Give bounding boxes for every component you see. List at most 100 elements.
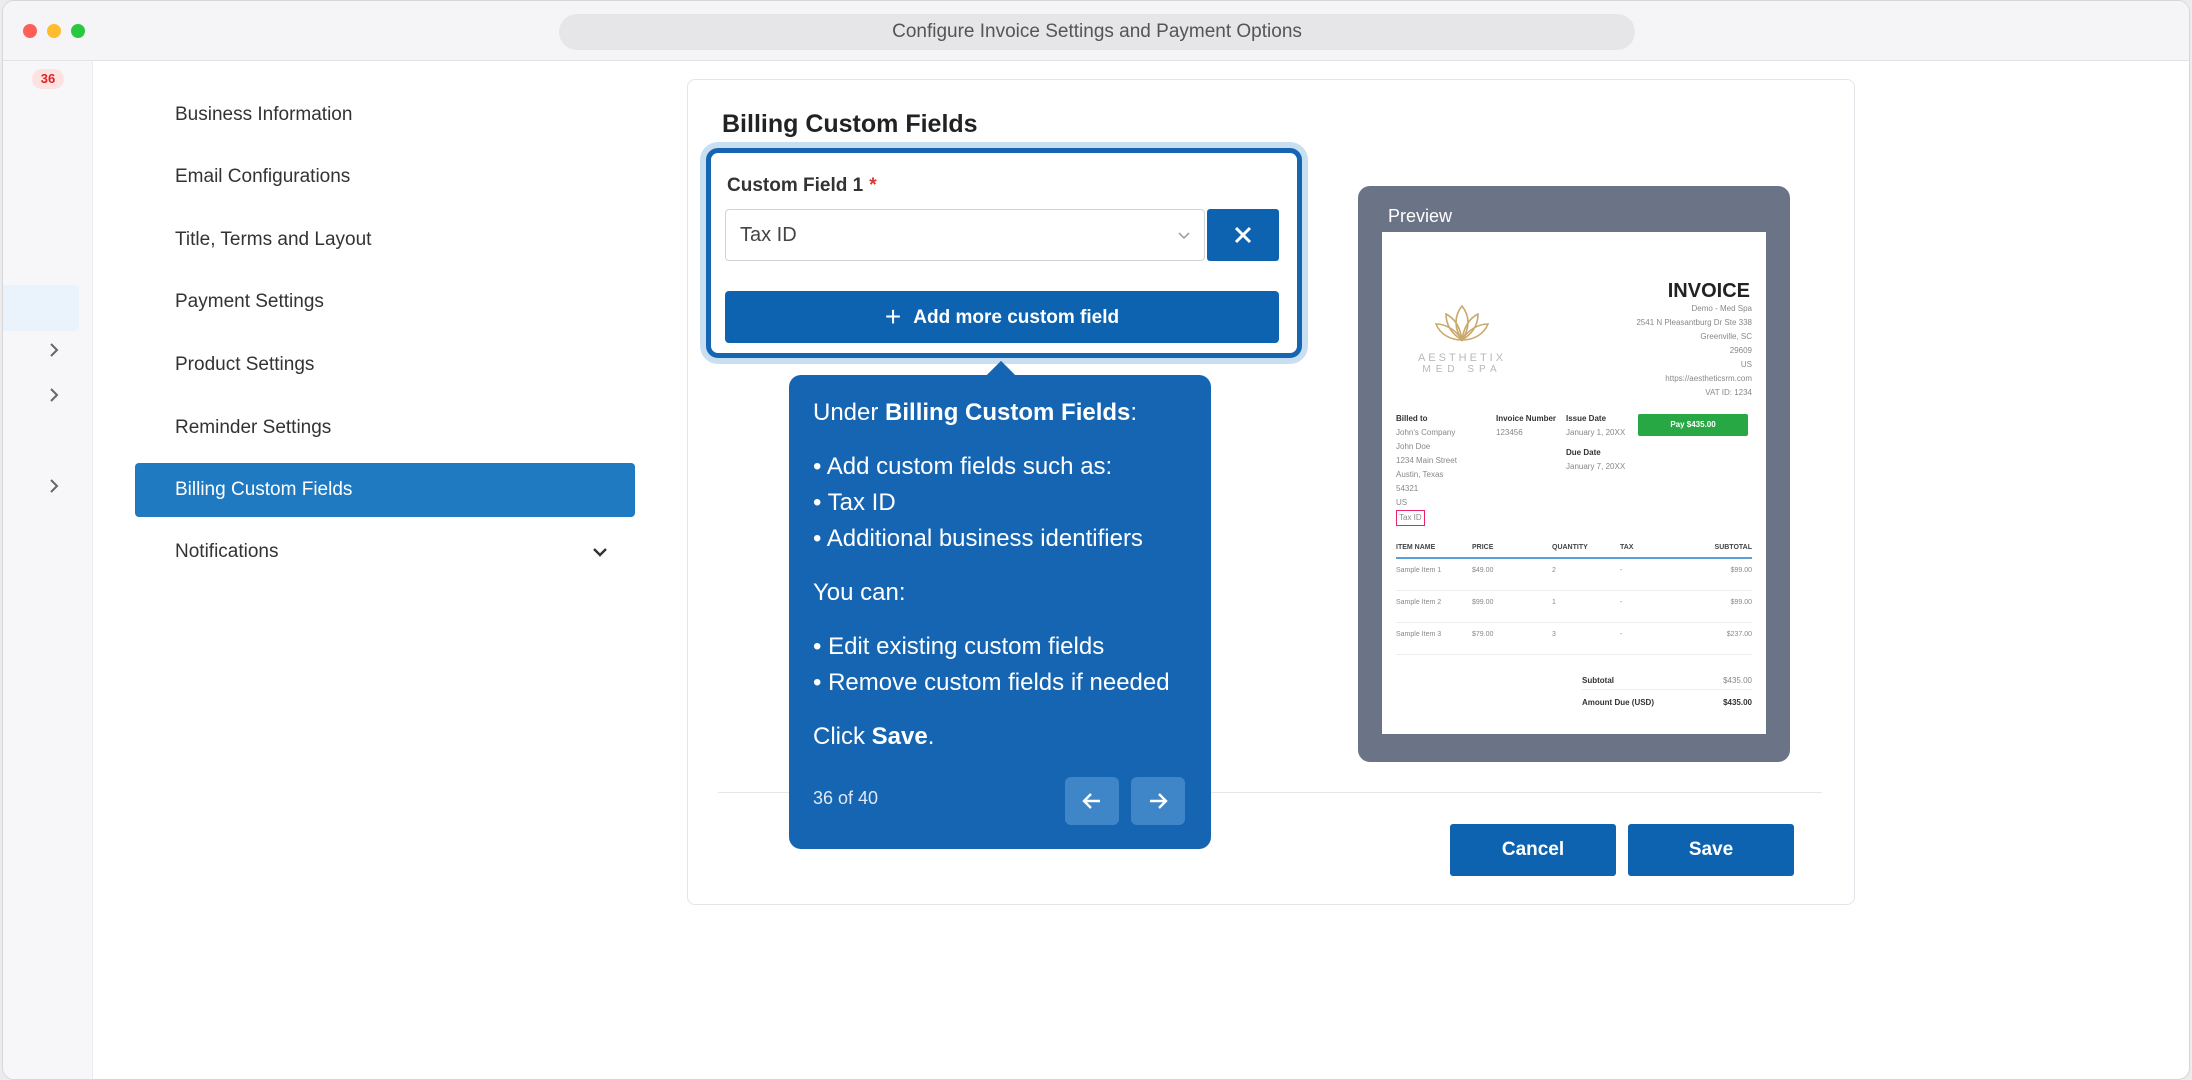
tooltip-text: You can: — [813, 579, 906, 606]
rail-active-item[interactable] — [3, 285, 79, 331]
cancel-button[interactable]: Cancel — [1450, 824, 1616, 876]
address-line: US — [1740, 360, 1752, 369]
chevron-down-icon — [1178, 232, 1190, 240]
add-custom-field-button[interactable]: + Add more custom field — [725, 291, 1279, 343]
billed-line: 54321 — [1396, 484, 1419, 493]
billed-line: 1234 Main Street — [1396, 456, 1457, 465]
due-date-value: January 7, 20XX — [1566, 462, 1626, 471]
nav-item-business-information[interactable]: Business Information — [135, 88, 635, 142]
billed-to-label: Billed to — [1396, 414, 1428, 423]
invoice-title: INVOICE — [1667, 280, 1750, 302]
column-header: PRICE — [1472, 544, 1494, 551]
icon-rail: 36 — [3, 61, 93, 1079]
chevron-right-icon[interactable] — [45, 477, 63, 495]
column-header: SUBTOTAL — [1714, 544, 1752, 551]
chevron-down-icon[interactable] — [591, 543, 609, 561]
table-cell: - — [1620, 631, 1623, 638]
window-title: Configure Invoice Settings and Payment O… — [559, 14, 1635, 50]
click-bold: Save — [871, 723, 928, 750]
subtotal-label: Subtotal — [1582, 676, 1614, 685]
minimize-window-button[interactable] — [47, 24, 61, 38]
address-line: Demo - Med Spa — [1691, 304, 1752, 313]
select-value: Tax ID — [740, 224, 797, 246]
remove-field-button[interactable] — [1207, 209, 1279, 261]
nav-item-notifications[interactable]: Notifications — [135, 525, 635, 579]
nav-item-label: Reminder Settings — [175, 417, 332, 438]
subtotal-value: $435.00 — [1723, 676, 1752, 685]
arrow-left-icon — [1082, 793, 1100, 809]
items-table: ITEM NAME PRICE QUANTITY TAX SUBTOTAL Sa… — [1396, 544, 1752, 655]
nav-item-label: Payment Settings — [175, 291, 324, 312]
next-step-button[interactable] — [1131, 777, 1185, 825]
table-row: Sample Item 1 $49.00 2 - $99.00 — [1396, 559, 1752, 591]
table-cell: $99.00 — [1730, 599, 1752, 606]
company-address: Demo - Med Spa 2541 N Pleasantburg Dr St… — [1636, 302, 1752, 400]
nav-item-product-settings[interactable]: Product Settings — [135, 338, 635, 392]
chevron-right-icon[interactable] — [45, 341, 63, 359]
table-cell: 2 — [1552, 567, 1556, 574]
plus-icon: + — [884, 301, 902, 332]
nav-item-email-configurations[interactable]: Email Configurations — [135, 150, 635, 204]
billed-line: John Doe — [1396, 442, 1431, 451]
arrow-right-icon — [1150, 793, 1168, 809]
logo-sub-text: MED SPA — [1422, 364, 1502, 375]
billed-line: John's Company — [1396, 428, 1456, 437]
address-line: Greenville, SC — [1700, 332, 1752, 341]
billed-line: US — [1396, 498, 1408, 507]
table-row: Sample Item 3 $79.00 3 - $237.00 — [1396, 623, 1752, 655]
chevron-right-icon[interactable] — [45, 386, 63, 404]
table-cell: $237.00 — [1726, 631, 1752, 638]
tooltip-click-save: Click Save. — [813, 719, 1187, 755]
invoice-number-value: 123456 — [1496, 428, 1523, 437]
issue-date-value: January 1, 20XX — [1566, 428, 1626, 437]
tooltip-intro: Under Billing Custom Fields: — [813, 395, 1187, 431]
close-window-button[interactable] — [23, 24, 37, 38]
table-cell: Sample Item 3 — [1396, 631, 1442, 638]
invoice-number-label: Invoice Number — [1496, 414, 1557, 423]
billed-line: Austin, Texas — [1396, 470, 1444, 479]
table-cell: Sample Item 1 — [1396, 567, 1442, 574]
nav-item-label: Product Settings — [175, 354, 315, 375]
table-cell: 1 — [1552, 599, 1556, 606]
table-header: ITEM NAME PRICE QUANTITY TAX SUBTOTAL — [1396, 544, 1752, 559]
tooltip-bullet: • Edit existing custom fields — [813, 633, 1105, 660]
footer-divider — [718, 792, 1822, 793]
lotus-icon — [1434, 304, 1490, 342]
title-bar: Configure Invoice Settings and Payment O… — [3, 1, 2189, 61]
invoice-totals: Subtotal $435.00 Amount Due (USD) $435.00 — [1582, 672, 1752, 711]
nav-item-billing-custom-fields[interactable]: Billing Custom Fields — [135, 463, 635, 517]
billing-custom-fields-card: Billing Custom Fields Custom Field 1 * Ta… — [687, 79, 1855, 905]
billed-to: Billed to John's Company John Doe 1234 M… — [1396, 412, 1457, 526]
nav-item-title-terms-layout[interactable]: Title, Terms and Layout — [135, 213, 635, 267]
tooltip-bullet: • Add custom fields such as: — [813, 453, 1113, 480]
close-icon — [1234, 226, 1252, 244]
table-cell: Sample Item 2 — [1396, 599, 1442, 606]
invoice-number: Invoice Number 123456 — [1496, 412, 1556, 440]
intro-bold: Billing Custom Fields — [885, 399, 1131, 426]
save-button[interactable]: Save — [1628, 824, 1794, 876]
issue-date-label: Issue Date — [1566, 414, 1607, 423]
add-button-label: Add more custom field — [913, 307, 1120, 328]
amount-due-row: Amount Due (USD) $435.00 — [1582, 689, 1752, 711]
table-cell: $79.00 — [1472, 631, 1494, 638]
column-header: ITEM NAME — [1396, 544, 1436, 551]
invoice-preview: Preview AESTHETIX MED SPA INVOICE Demo - — [1358, 186, 1790, 762]
previous-step-button[interactable] — [1065, 777, 1119, 825]
table-cell: - — [1620, 599, 1623, 606]
table-cell: $99.00 — [1730, 567, 1752, 574]
dates: Issue Date January 1, 20XX Due Date Janu… — [1566, 412, 1625, 474]
subtotal-row: Subtotal $435.00 — [1582, 672, 1752, 689]
maximize-window-button[interactable] — [71, 24, 85, 38]
nav-item-payment-settings[interactable]: Payment Settings — [135, 275, 635, 329]
nav-item-label: Email Configurations — [175, 166, 351, 187]
invoice-document: AESTHETIX MED SPA INVOICE Demo - Med Spa… — [1382, 232, 1766, 734]
table-row: Sample Item 2 $99.00 1 - $99.00 — [1396, 591, 1752, 623]
logo-brand-text: AESTHETIX — [1417, 352, 1507, 364]
click-text: Click — [813, 723, 872, 750]
notification-badge: 36 — [32, 69, 64, 89]
nav-item-label: Billing Custom Fields — [175, 479, 353, 500]
required-marker: * — [869, 175, 877, 196]
nav-item-reminder-settings[interactable]: Reminder Settings — [135, 401, 635, 455]
custom-field-select[interactable]: Tax ID — [725, 209, 1205, 261]
tooltip-bullet: • Additional business identifiers — [813, 525, 1143, 552]
